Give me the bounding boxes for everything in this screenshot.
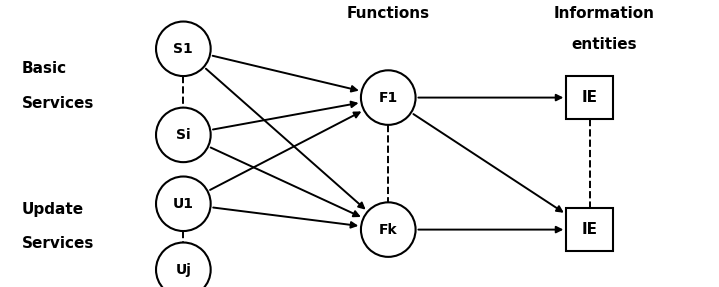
Ellipse shape bbox=[156, 177, 211, 231]
Text: IE: IE bbox=[582, 90, 597, 105]
Text: Update: Update bbox=[22, 202, 83, 217]
Ellipse shape bbox=[156, 243, 211, 287]
Text: Uj: Uj bbox=[175, 263, 191, 277]
Text: Functions: Functions bbox=[347, 6, 430, 21]
Ellipse shape bbox=[361, 202, 416, 257]
Text: Fk: Fk bbox=[379, 223, 398, 236]
Text: F1: F1 bbox=[379, 91, 398, 104]
Text: Information: Information bbox=[554, 6, 654, 21]
Ellipse shape bbox=[156, 22, 211, 76]
Ellipse shape bbox=[156, 108, 211, 162]
Text: Services: Services bbox=[22, 96, 94, 111]
Text: Services: Services bbox=[22, 236, 94, 251]
FancyBboxPatch shape bbox=[567, 208, 613, 251]
Text: U1: U1 bbox=[173, 197, 194, 211]
Text: IE: IE bbox=[582, 222, 597, 237]
Text: entities: entities bbox=[571, 37, 637, 52]
Text: S1: S1 bbox=[173, 42, 193, 56]
FancyBboxPatch shape bbox=[567, 76, 613, 119]
Ellipse shape bbox=[361, 70, 416, 125]
Text: Basic: Basic bbox=[22, 61, 67, 76]
Text: Si: Si bbox=[176, 128, 191, 142]
